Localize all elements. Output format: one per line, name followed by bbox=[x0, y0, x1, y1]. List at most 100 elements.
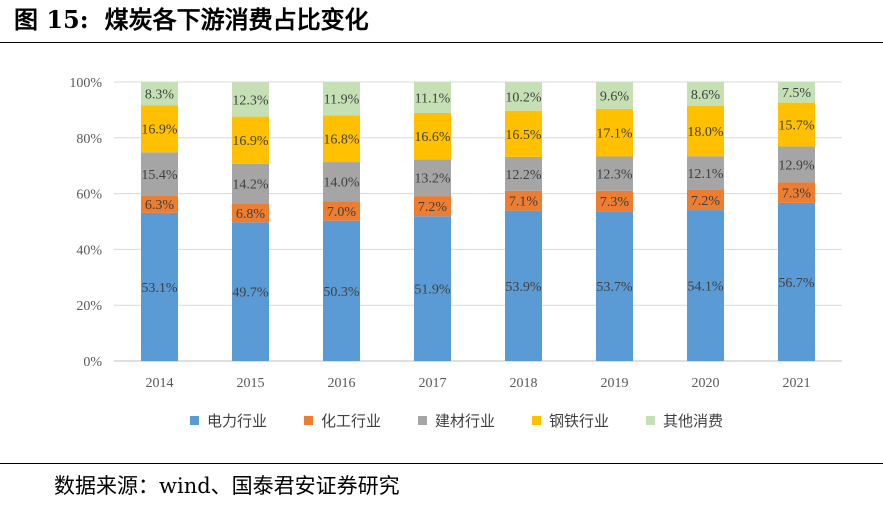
bar-segment bbox=[323, 82, 360, 116]
data-label: 16.6% bbox=[414, 130, 451, 145]
data-label: 56.7% bbox=[778, 276, 815, 291]
bar-segment bbox=[141, 105, 178, 153]
data-label: 7.1% bbox=[509, 195, 539, 210]
bar-segment bbox=[141, 212, 178, 361]
data-label: 16.9% bbox=[232, 134, 269, 149]
bar-segment bbox=[232, 82, 269, 117]
data-label: 15.7% bbox=[778, 119, 815, 134]
legend-label: 钢铁行业 bbox=[549, 412, 609, 430]
data-label: 7.5% bbox=[782, 86, 812, 101]
data-label: 7.3% bbox=[782, 187, 812, 202]
bar-segment bbox=[596, 108, 633, 157]
bar-segment bbox=[414, 216, 451, 361]
data-label: 53.9% bbox=[505, 280, 542, 295]
bar-segment bbox=[414, 82, 451, 113]
bar-segment bbox=[687, 156, 724, 190]
source-rule bbox=[0, 463, 883, 464]
bar-segment bbox=[778, 81, 815, 103]
bar-segment bbox=[596, 211, 633, 361]
data-label: 12.9% bbox=[778, 158, 815, 173]
data-label: 7.2% bbox=[691, 194, 721, 209]
x-tick-label: 2019 bbox=[601, 376, 629, 391]
data-label: 7.2% bbox=[418, 200, 448, 215]
legend-label: 其他消费 bbox=[663, 412, 723, 430]
bar-segment bbox=[323, 115, 360, 163]
legend-swatch bbox=[304, 416, 313, 425]
data-label: 53.7% bbox=[596, 280, 633, 295]
data-label: 7.3% bbox=[600, 195, 630, 210]
y-tick-label: 20% bbox=[76, 299, 102, 314]
data-label: 7.0% bbox=[327, 205, 357, 220]
bar-segment bbox=[141, 152, 178, 196]
stacked-bar-chart: 0% 20% 40% 60% 80% 100% 53.1% 6.3% 15.4% 16.9% 8.3… bbox=[69, 76, 842, 430]
bar-segment bbox=[505, 110, 542, 157]
bar-segment bbox=[596, 82, 633, 109]
bar-segment bbox=[687, 189, 724, 211]
bar-segment bbox=[687, 82, 724, 106]
data-label: 50.3% bbox=[323, 285, 360, 300]
bar-segment bbox=[232, 222, 269, 361]
data-label: 9.6% bbox=[600, 89, 630, 104]
data-label: 11.9% bbox=[324, 93, 360, 108]
legend-swatch bbox=[190, 416, 199, 425]
x-tick-label: 2020 bbox=[692, 376, 720, 391]
legend-label: 化工行业 bbox=[321, 412, 381, 430]
bar-segment bbox=[778, 202, 815, 361]
data-label: 12.2% bbox=[505, 168, 542, 183]
data-label: 12.3% bbox=[232, 93, 269, 108]
data-label: 51.9% bbox=[414, 283, 451, 298]
data-label: 15.4% bbox=[141, 168, 178, 183]
source-note: 数据来源：wind、国泰君安证券研究 bbox=[54, 474, 400, 498]
bar-segment bbox=[596, 156, 633, 191]
legend-label: 电力行业 bbox=[207, 412, 267, 430]
x-tick-label: 2015 bbox=[237, 376, 265, 391]
data-label: 16.9% bbox=[141, 123, 178, 138]
legend-label: 建材行业 bbox=[435, 412, 495, 430]
bar-segment bbox=[778, 146, 815, 183]
legend-swatch bbox=[646, 416, 655, 425]
data-label: 14.0% bbox=[323, 176, 360, 191]
legend-swatch bbox=[418, 416, 427, 425]
bar-segment bbox=[505, 82, 542, 111]
bar-segment bbox=[232, 163, 269, 204]
bar-segment bbox=[414, 196, 451, 217]
data-label: 17.1% bbox=[596, 127, 633, 142]
y-tick-label: 80% bbox=[76, 132, 102, 147]
y-tick-label: 100% bbox=[69, 76, 102, 91]
x-tick-label: 2014 bbox=[146, 376, 174, 391]
data-label: 13.2% bbox=[414, 172, 451, 187]
data-label: 18.0% bbox=[687, 125, 724, 140]
bar-segment bbox=[505, 190, 542, 211]
bar-segment bbox=[141, 82, 178, 106]
title-rule bbox=[0, 42, 883, 43]
x-tick-label: 2021 bbox=[783, 376, 811, 391]
bar-segment bbox=[596, 190, 633, 212]
y-tick-label: 0% bbox=[83, 355, 102, 370]
bar-segment bbox=[232, 116, 269, 164]
bar-segment bbox=[323, 162, 360, 202]
x-tick-label: 2017 bbox=[419, 376, 447, 391]
bar-segment bbox=[687, 105, 724, 157]
data-label: 12.3% bbox=[596, 168, 633, 183]
y-tick-label: 60% bbox=[76, 188, 102, 203]
bar-segment bbox=[505, 156, 542, 191]
data-label: 53.1% bbox=[141, 281, 178, 296]
bar-segment bbox=[505, 210, 542, 361]
bar-segment bbox=[778, 102, 815, 147]
data-label: 6.8% bbox=[236, 207, 266, 222]
y-tick-label: 40% bbox=[76, 243, 102, 258]
figure-label: 图 15: bbox=[14, 5, 89, 34]
bar-segment bbox=[323, 201, 360, 221]
data-label: 8.3% bbox=[145, 88, 175, 103]
data-label: 8.6% bbox=[691, 88, 721, 103]
data-label: 6.3% bbox=[145, 198, 175, 213]
figure-title-text: 煤炭各下游消费占比变化 bbox=[104, 5, 369, 34]
data-label: 10.2% bbox=[505, 91, 542, 106]
bar-segment bbox=[323, 220, 360, 361]
bar-segment bbox=[778, 182, 815, 203]
data-label: 16.5% bbox=[505, 128, 542, 143]
data-label: 16.8% bbox=[323, 133, 360, 148]
bar-segment bbox=[414, 159, 451, 197]
data-label: 14.2% bbox=[232, 178, 269, 193]
data-label: 54.1% bbox=[687, 280, 724, 295]
